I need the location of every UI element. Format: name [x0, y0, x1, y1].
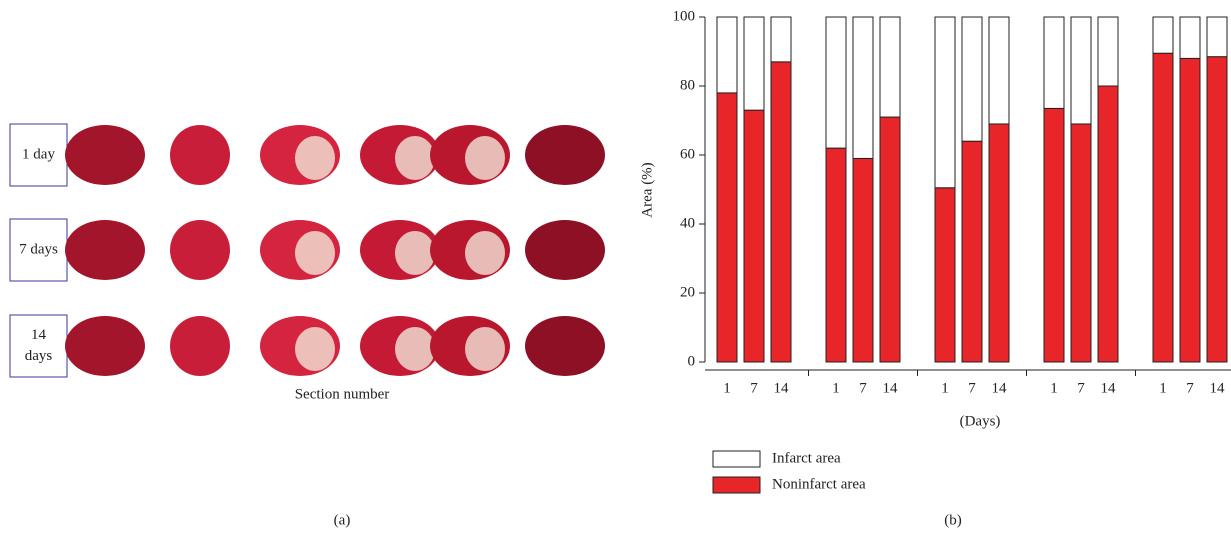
bar-segment: [1098, 17, 1118, 86]
brain-section-photo: [170, 125, 230, 185]
bar-segment: [1207, 57, 1227, 362]
bar-segment: [962, 141, 982, 362]
brain-section-photo: [65, 220, 145, 280]
x-tick-label: 14: [1101, 380, 1117, 396]
x-tick-label: 14: [992, 380, 1008, 396]
legend-label: Noninfarct area: [772, 476, 866, 492]
bar-segment: [989, 124, 1009, 362]
infarct-region: [295, 327, 335, 371]
x-axis-label: (Days): [960, 413, 1001, 429]
row-label-box: [10, 315, 67, 377]
brain-section-photo: [65, 125, 145, 185]
y-tick-label: 20: [680, 284, 695, 300]
infarct-region: [465, 231, 505, 275]
x-tick-label: 1: [832, 380, 840, 396]
brain-section-photo: [170, 316, 230, 376]
infarct-region: [395, 327, 435, 371]
bar-segment: [1207, 17, 1227, 57]
bar-segment: [880, 117, 900, 362]
infarct-region: [395, 136, 435, 180]
brain-section-photo: [525, 220, 605, 280]
bar-segment: [717, 93, 737, 362]
bar-segment: [826, 17, 846, 148]
caption: (b): [944, 512, 962, 528]
bar-segment: [1153, 53, 1173, 362]
bar-segment: [744, 110, 764, 362]
x-tick-label: 7: [1077, 380, 1085, 396]
brain-section-photo: [525, 125, 605, 185]
x-tick-label: 7: [859, 380, 867, 396]
x-tick-label: 14: [774, 380, 790, 396]
figure: 1 day7 days14days Section number (a) (b)…: [0, 0, 1231, 534]
bar-segment: [853, 158, 873, 362]
bar-segment: [989, 17, 1009, 124]
bar-segment: [935, 17, 955, 188]
bar-segment: [1044, 17, 1064, 108]
brain-section-photo: [170, 220, 230, 280]
legend-swatch: [713, 477, 760, 493]
x-tick-label: 1: [723, 380, 731, 396]
infarct-region: [465, 136, 505, 180]
bar-segment: [853, 17, 873, 158]
infarct-region: [465, 327, 505, 371]
bar-segment: [1180, 17, 1200, 58]
bar-segment: [935, 188, 955, 362]
y-tick-label: 80: [680, 77, 695, 93]
x-tick-label: 7: [1186, 380, 1194, 396]
y-tick-label: 60: [680, 146, 695, 162]
infarct-region: [395, 231, 435, 275]
bar-segment: [1071, 17, 1091, 124]
y-tick-label: 100: [673, 8, 696, 24]
brain-section-photo: [65, 316, 145, 376]
row-label: 1 day: [22, 146, 55, 162]
x-tick-label: 1: [941, 380, 949, 396]
bar-segment: [880, 17, 900, 117]
x-tick-label: 7: [750, 380, 758, 396]
bar-segment: [717, 17, 737, 93]
legend-label: Infarct area: [772, 450, 841, 466]
x-tick-label: 14: [1210, 380, 1226, 396]
infarct-region: [295, 231, 335, 275]
y-tick-label: 0: [688, 353, 696, 369]
bar-segment: [1044, 108, 1064, 362]
bar-segment: [1098, 86, 1118, 362]
bar-segment: [1180, 58, 1200, 362]
bar-segment: [826, 148, 846, 362]
legend-swatch: [713, 451, 760, 467]
bar-segment: [1153, 17, 1173, 53]
bar-segment: [744, 17, 764, 110]
bar-segment: [962, 17, 982, 141]
x-tick-label: 1: [1159, 380, 1167, 396]
x-label: Section number: [295, 386, 390, 402]
y-tick-label: 40: [680, 215, 695, 231]
infarct-region: [295, 136, 335, 180]
x-tick-label: 1: [1050, 380, 1058, 396]
x-tick-label: 7: [968, 380, 976, 396]
bar-segment: [1071, 124, 1091, 362]
chart: 0 20 40 60 80 100 1 7 14 1 7 14 1 7 14 1 7 14 1 7 14 (Days) Ar…: [639, 8, 1231, 493]
bar-segment: [771, 17, 791, 62]
x-tick-label: 14: [883, 380, 899, 396]
brain-section-photo: [525, 316, 605, 376]
caption: (a): [334, 512, 351, 528]
row-label: 7 days: [19, 241, 58, 257]
y-axis-label: Area (%): [639, 162, 655, 217]
bar-segment: [771, 62, 791, 362]
